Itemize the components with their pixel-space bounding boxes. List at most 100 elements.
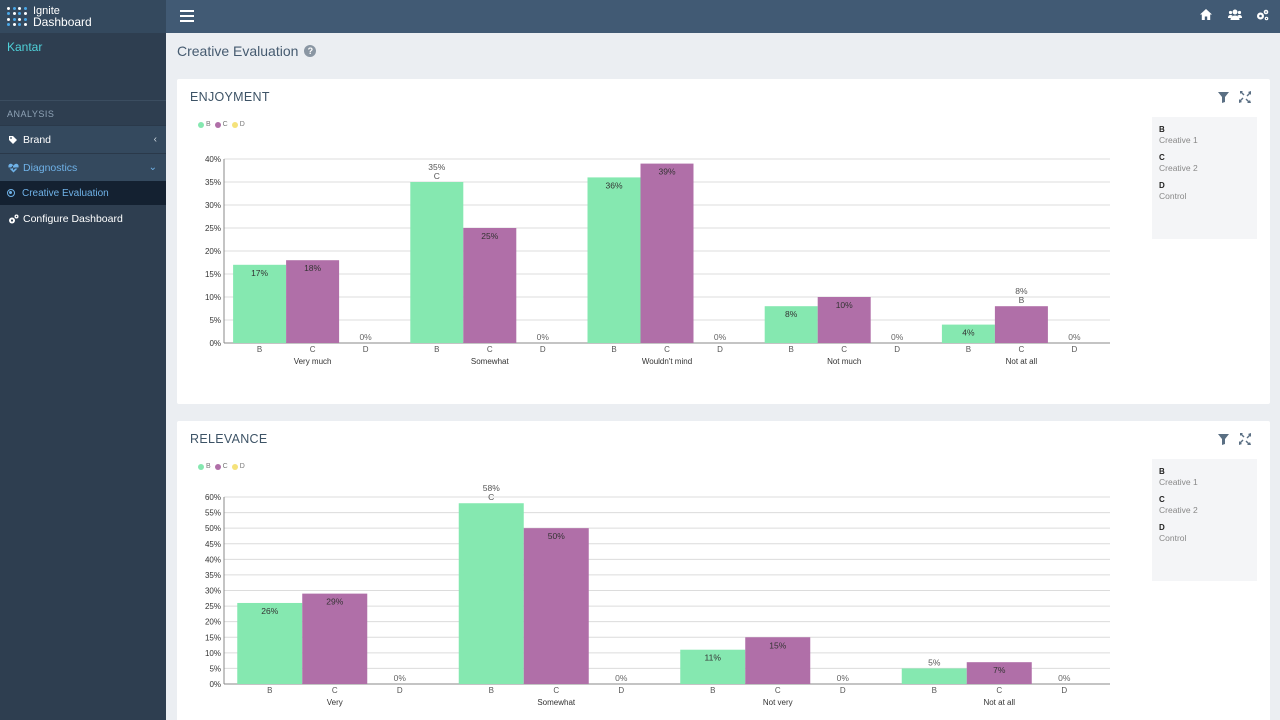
- legend-item-b[interactable]: B: [198, 463, 211, 470]
- expand-icon[interactable]: [1239, 91, 1251, 103]
- x-series-label: B: [710, 686, 715, 695]
- x-series-label: D: [618, 686, 624, 695]
- data-label: 0%: [837, 673, 850, 683]
- sidebar-section-label: ANALYSIS: [7, 109, 55, 119]
- y-tick-label: 15%: [205, 633, 221, 642]
- enjoyment-bar-chart: 0% 5% 10% 15% 20% 25% 30% 35% 40% 17% B 18% C 0% D Very…: [205, 155, 1110, 366]
- data-label: 0%: [891, 332, 904, 342]
- legend-item-d[interactable]: D: [231, 463, 245, 470]
- chevron-down-icon: ⌄: [148, 162, 157, 173]
- legend-code: B: [1159, 467, 1165, 476]
- chevron-left-icon: ‹: [153, 134, 157, 145]
- x-series-label: C: [996, 686, 1002, 695]
- y-tick-label: 0%: [209, 680, 221, 689]
- legend-code: C: [1159, 495, 1165, 504]
- data-label: 0%: [359, 332, 372, 342]
- sidebar-item-diagnostics[interactable]: Diagnostics ⌄: [0, 153, 166, 181]
- cogs-icon: [7, 213, 19, 225]
- relevance-panel: RELEVANCE B C D 0% 5% 10% 15% 20% 25% 30% 35% 40…: [177, 421, 1270, 720]
- x-series-label: C: [775, 686, 781, 695]
- settings-cogs-icon[interactable]: [1256, 9, 1269, 24]
- data-label: 0%: [1068, 332, 1081, 342]
- sidebar-item-label: Configure Dashboard: [23, 213, 123, 225]
- legend-item-b[interactable]: B: [198, 121, 211, 128]
- x-series-label: B: [257, 345, 262, 354]
- data-label: 0%: [1058, 673, 1071, 683]
- y-tick-label: 20%: [205, 247, 221, 256]
- x-series-label: D: [540, 345, 546, 354]
- data-label: 4%: [962, 328, 975, 338]
- x-category-label: Wouldn't mind: [642, 357, 692, 366]
- y-tick-label: 10%: [205, 293, 221, 302]
- page-title: Creative Evaluation ?: [177, 43, 317, 59]
- filter-icon[interactable]: [1218, 434, 1229, 445]
- bar-c: [966, 662, 1032, 684]
- y-tick-label: 50%: [205, 524, 221, 533]
- x-series-label: D: [717, 345, 723, 354]
- data-label: 50%: [548, 531, 565, 541]
- data-label: 11%: [705, 653, 722, 663]
- significance-label: B: [1019, 295, 1025, 305]
- bar-c: [640, 163, 694, 343]
- data-label: 25%: [481, 231, 498, 241]
- help-icon[interactable]: ?: [304, 45, 317, 57]
- panel-title: RELEVANCE: [190, 432, 268, 446]
- data-label: 58%: [483, 483, 500, 493]
- series-legend: B Creative 1 C Creative 2 D Control: [1152, 117, 1257, 239]
- legend-item-c[interactable]: C: [214, 121, 228, 128]
- significance-label: C: [434, 171, 440, 181]
- x-category-label: Not at all: [983, 698, 1015, 707]
- y-tick-label: 0%: [209, 339, 221, 348]
- active-dot-icon: [7, 189, 15, 197]
- bar-b: [901, 668, 967, 684]
- y-tick-label: 35%: [205, 571, 221, 580]
- data-label: 29%: [326, 597, 343, 607]
- data-label: 39%: [658, 167, 675, 177]
- y-tick-label: 30%: [205, 201, 221, 210]
- tag-icon: [7, 134, 19, 146]
- sidebar-item-configure-dashboard[interactable]: Configure Dashboard: [0, 205, 166, 233]
- x-series-label: C: [487, 345, 493, 354]
- x-series-label: C: [841, 345, 847, 354]
- legend-name: Control: [1159, 533, 1187, 543]
- filter-icon[interactable]: [1218, 92, 1229, 103]
- x-series-label: D: [1072, 345, 1078, 354]
- sidebar-item-creative-evaluation[interactable]: Creative Evaluation: [0, 181, 166, 205]
- app-logo[interactable]: Ignite Dashboard: [0, 0, 166, 33]
- x-category-label: Not at all: [1006, 357, 1038, 366]
- page-title-text: Creative Evaluation: [177, 43, 299, 59]
- bar-b: [410, 182, 464, 343]
- x-series-label: B: [267, 686, 272, 695]
- expand-icon[interactable]: [1239, 433, 1251, 445]
- legend-item-c[interactable]: C: [214, 463, 228, 470]
- x-category-label: Somewhat: [537, 698, 576, 707]
- sidebar: Ignite Dashboard Kantar ANALYSIS Brand ‹…: [0, 0, 166, 720]
- home-icon[interactable]: [1200, 9, 1212, 23]
- data-label: 0%: [615, 673, 628, 683]
- legend-name: Creative 2: [1159, 505, 1198, 515]
- x-series-label: B: [489, 686, 494, 695]
- organization-name: Kantar: [0, 33, 166, 101]
- legend-code: C: [1159, 153, 1165, 162]
- legend-item-d[interactable]: D: [231, 121, 245, 128]
- data-label: 8%: [1015, 286, 1028, 296]
- y-tick-label: 25%: [205, 224, 221, 233]
- bar-b: [941, 324, 995, 343]
- x-series-label: C: [553, 686, 559, 695]
- bar-c: [463, 228, 517, 343]
- y-tick-label: 10%: [205, 649, 221, 658]
- y-tick-label: 55%: [205, 509, 221, 518]
- sidebar-item-label: Diagnostics: [23, 161, 78, 174]
- enjoyment-panel: ENJOYMENT B C D 0% 5% 10% 15% 20% 25% 30% 35% 40…: [177, 79, 1270, 404]
- users-icon[interactable]: [1228, 9, 1242, 23]
- x-series-label: D: [397, 686, 403, 695]
- logo-line-2: Dashboard: [33, 14, 92, 29]
- menu-toggle-icon[interactable]: [180, 10, 194, 22]
- legend-name: Creative 1: [1159, 477, 1198, 487]
- sidebar-item-brand[interactable]: Brand ‹: [0, 125, 166, 153]
- x-series-label: B: [966, 345, 971, 354]
- x-category-label: Very much: [294, 357, 332, 366]
- bar-c: [286, 260, 340, 343]
- bar-b: [233, 264, 287, 343]
- data-label: 17%: [251, 268, 268, 278]
